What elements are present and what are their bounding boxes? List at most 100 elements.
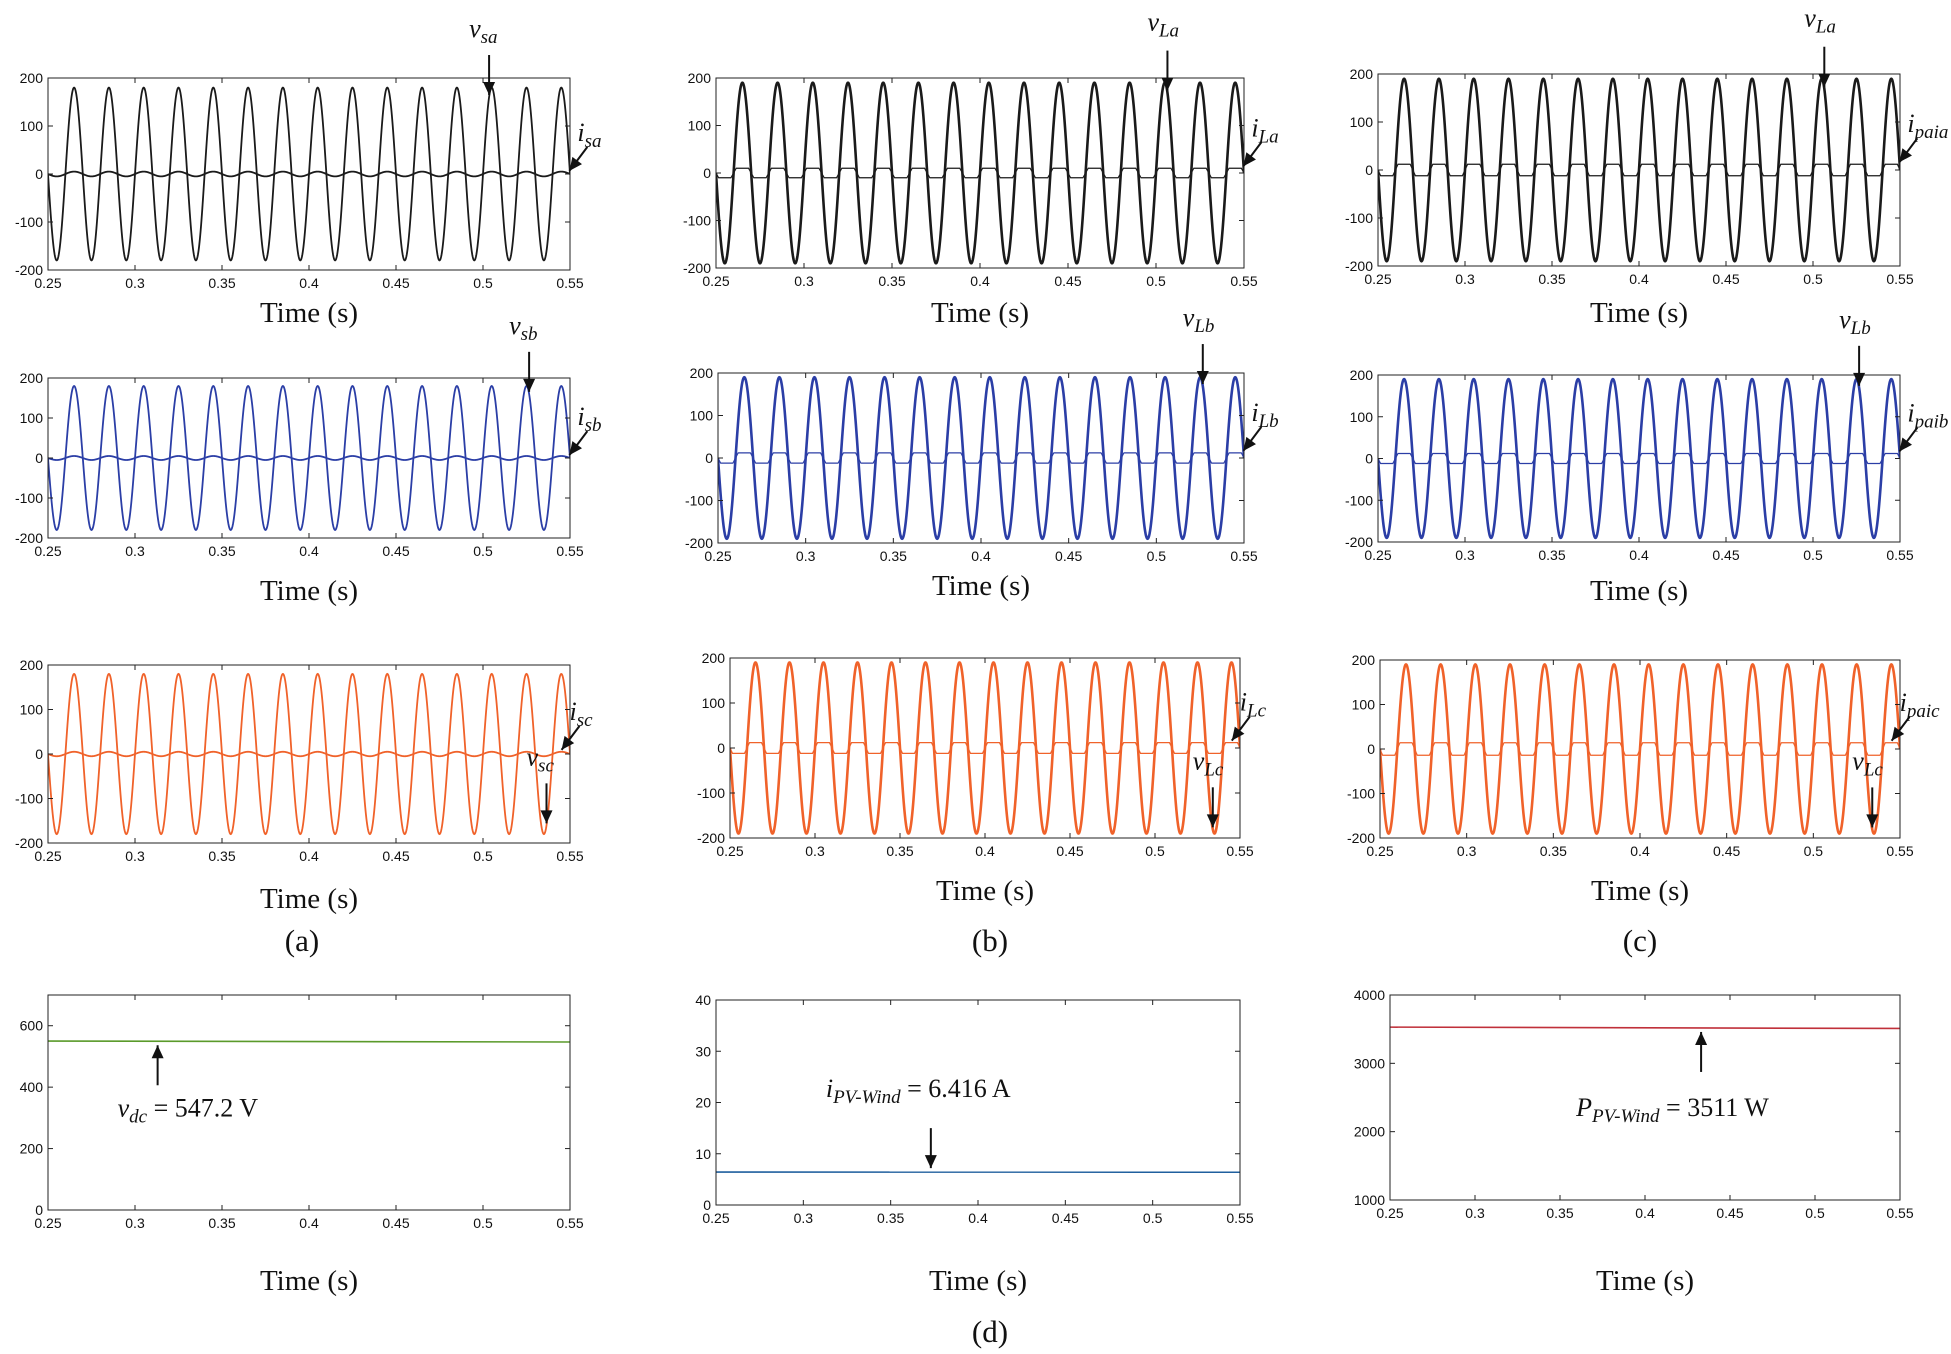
- y-tick-label: 100: [20, 702, 44, 718]
- x-tick-label: 0.4: [975, 843, 995, 859]
- annotation-label: vdc = 547.2 V: [118, 1093, 259, 1127]
- annotation-label: ipaia: [1907, 109, 1948, 143]
- x-tick-label: 0.55: [1886, 271, 1913, 287]
- annotation-label: vLb: [1183, 303, 1215, 337]
- annotation-v-Lb: vLb: [1183, 303, 1215, 385]
- y-tick-label: -200: [683, 260, 711, 276]
- x-tick-label: 0.3: [805, 843, 825, 859]
- y-tick-label: 0: [705, 450, 713, 466]
- annotation-arrow-head: [1243, 436, 1256, 451]
- chart-d2: 0.25 0.3 0.35 0.4 0.45 0.5 0.55 40 30 20 10 0 Time (…: [695, 992, 1253, 1297]
- x-tick-label: 0.4: [970, 273, 990, 289]
- y-tick-label: -100: [1347, 786, 1375, 802]
- x-tick-label: 0.25: [702, 1210, 729, 1226]
- x-tick-label: 0.35: [208, 543, 235, 559]
- y-tick-label: 2000: [1354, 1124, 1385, 1140]
- y-tick-label: -200: [685, 535, 713, 551]
- annotation-i-sc: isc: [560, 697, 593, 751]
- annotation-label: iLc: [1240, 688, 1267, 722]
- annotation-arrow-head: [1196, 371, 1209, 385]
- y-tick-label: 3000: [1354, 1055, 1385, 1071]
- x-tick-label: 0.55: [556, 543, 583, 559]
- y-tick-label: 100: [20, 410, 44, 426]
- x-tick-label: 0.3: [1455, 271, 1475, 287]
- x-tick-label: 0.55: [1230, 273, 1257, 289]
- annotation-arrow-head: [569, 156, 582, 171]
- annotation-label: ipaib: [1907, 398, 1948, 432]
- x-tick-label: 0.25: [1364, 271, 1391, 287]
- subfigure-label-a: (a): [285, 923, 319, 958]
- annotation-v-dc: vdc = 547.2 V: [118, 1045, 259, 1127]
- series-line-i_sb: [48, 455, 570, 461]
- x-tick-label: 0.35: [1546, 1205, 1573, 1221]
- annotation-label: iLb: [1251, 398, 1278, 432]
- x-tick-label: 0.35: [878, 273, 905, 289]
- x-tick-label: 0.4: [299, 1215, 319, 1231]
- x-axis-label: Time (s): [260, 1265, 358, 1297]
- chart-b1: 0.25 0.3 0.35 0.4 0.45 0.5 0.55 200 100 0 -100 -200…: [683, 8, 1279, 329]
- x-axis-label: Time (s): [1591, 875, 1689, 907]
- y-tick-label: 0: [1365, 451, 1373, 467]
- x-tick-label: 0.5: [473, 1215, 493, 1231]
- x-axis-label: Time (s): [1596, 1265, 1694, 1297]
- y-tick-label: 20: [695, 1095, 711, 1111]
- x-tick-label: 0.55: [556, 848, 583, 864]
- x-tick-label: 0.4: [1635, 1205, 1655, 1221]
- annotation-label: iLa: [1251, 113, 1278, 147]
- y-tick-label: 200: [690, 365, 714, 381]
- x-tick-label: 0.5: [1803, 547, 1823, 563]
- annotation-label: vsb: [509, 311, 537, 345]
- y-tick-label: 400: [20, 1079, 44, 1095]
- x-tick-label: 0.35: [877, 1210, 904, 1226]
- x-tick-label: 0.25: [34, 1215, 61, 1231]
- chart-b3: 0.25 0.3 0.35 0.4 0.45 0.5 0.55 200 100 0 -100 -200…: [697, 650, 1267, 907]
- x-tick-label: 0.3: [125, 275, 145, 291]
- x-tick-label: 0.55: [1886, 843, 1913, 859]
- annotation-arrow-head: [540, 810, 553, 824]
- x-axis-label: Time (s): [260, 883, 358, 915]
- y-tick-label: -100: [685, 493, 713, 509]
- series-group: [48, 1040, 570, 1043]
- label-a: (a): [285, 923, 319, 958]
- annotation-i-paic: ipaic: [1890, 688, 1940, 742]
- x-tick-label: 0.4: [971, 548, 991, 564]
- x-tick-label: 0.55: [1226, 1210, 1253, 1226]
- y-tick-label: 100: [688, 118, 712, 134]
- y-tick-label: 0: [1365, 162, 1373, 178]
- chart-c3: 0.25 0.3 0.35 0.4 0.45 0.5 0.55 200 100 0 -100 -200…: [1347, 652, 1940, 907]
- annotation-arrow-head: [1899, 148, 1912, 163]
- x-tick-label: 0.5: [473, 543, 493, 559]
- y-tick-label: 200: [1350, 367, 1374, 383]
- x-tick-label: 0.35: [208, 848, 235, 864]
- annotation-arrow-head: [1243, 152, 1256, 167]
- annotation-arrow-head: [1866, 814, 1879, 828]
- y-tick-label: 0: [35, 746, 43, 762]
- x-tick-label: 0.25: [34, 543, 61, 559]
- annotation-i-PV-Wind: iPV-Wind = 6.416 A: [826, 1074, 1011, 1169]
- series-group: [48, 86, 570, 262]
- series-group: [718, 375, 1244, 541]
- annotation-arrow-head: [151, 1045, 164, 1059]
- y-tick-label: -100: [683, 213, 711, 229]
- x-tick-label: 0.35: [1540, 843, 1567, 859]
- x-tick-label: 0.5: [1145, 843, 1165, 859]
- y-tick-label: 200: [20, 657, 44, 673]
- x-tick-label: 0.5: [473, 275, 493, 291]
- x-tick-label: 0.5: [473, 848, 493, 864]
- x-tick-label: 0.45: [1054, 273, 1081, 289]
- y-tick-label: 100: [1350, 409, 1374, 425]
- annotation-v-Lb: vLb: [1839, 305, 1871, 386]
- annotation-i-Lc: iLc: [1231, 688, 1267, 742]
- x-tick-label: 0.25: [1366, 843, 1393, 859]
- y-tick-label: 10: [695, 1146, 711, 1162]
- x-tick-label: 0.35: [208, 1215, 235, 1231]
- y-tick-label: 0: [1367, 741, 1375, 757]
- annotation-arrow-head: [1853, 372, 1866, 386]
- series-group: [1378, 77, 1900, 263]
- y-tick-label: -200: [1345, 258, 1373, 274]
- annotation-arrow-head: [1231, 726, 1245, 741]
- annotation-label: vsc: [527, 742, 555, 776]
- y-tick-label: -100: [15, 214, 43, 230]
- y-tick-label: -100: [15, 490, 43, 506]
